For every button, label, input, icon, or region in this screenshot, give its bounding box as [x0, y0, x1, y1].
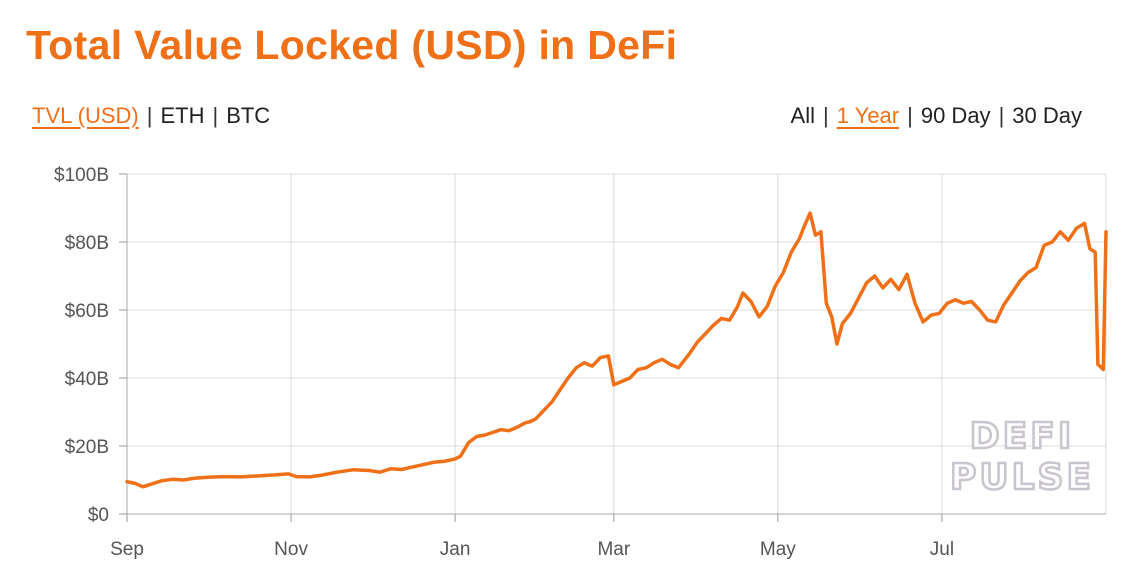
x-tick-label: Mar [597, 539, 630, 560]
y-axis: $0 $20B $40B $60B $80B $100B [54, 165, 128, 526]
y-tick-label: $100B [54, 165, 109, 186]
range-tab-1-year[interactable]: 1 Year [836, 103, 900, 128]
y-tick-label: $80B [65, 233, 109, 254]
defi-pulse-watermark: DEFI PULSE [949, 415, 1094, 500]
range-tab-90-day[interactable]: 90 Day [920, 103, 991, 128]
tab-tvl-usd[interactable]: TVL (USD) [32, 103, 139, 128]
range-tabs: All | 1 Year | 90 Day | 30 Day [791, 103, 1082, 129]
x-tick-label: Nov [274, 539, 308, 560]
y-tick-label: $0 [88, 505, 109, 526]
metric-tabs: TVL (USD) | ETH | BTC [32, 103, 270, 129]
tab-separator: | [998, 103, 1005, 128]
tab-separator: | [907, 103, 913, 128]
tvl-series [125, 211, 1108, 489]
page-title: Total Value Locked (USD) in DeFi [26, 22, 678, 68]
tab-btc[interactable]: BTC [226, 103, 271, 128]
tab-eth[interactable]: ETH [160, 103, 205, 128]
watermark-line-1: DEFI [970, 416, 1074, 457]
y-tick-label: $40B [65, 369, 109, 390]
x-tick-label: Jul [930, 539, 954, 560]
tab-separator: | [212, 103, 219, 128]
tab-separator: | [146, 103, 153, 128]
tvl-series-line [125, 211, 1108, 489]
range-tab-all[interactable]: All [790, 103, 815, 128]
x-tick-label: Sep [110, 539, 144, 560]
x-tick-label: Jan [440, 539, 471, 560]
y-tick-label: $60B [65, 301, 109, 322]
tab-separator: | [823, 103, 829, 128]
y-tick-label: $20B [65, 437, 109, 458]
watermark-line-2: PULSE [950, 457, 1094, 498]
x-tick-label: May [760, 539, 796, 560]
range-tab-30-day[interactable]: 30 Day [1012, 103, 1082, 128]
x-axis: Sep Nov Jan Mar May Jul [110, 513, 1106, 560]
